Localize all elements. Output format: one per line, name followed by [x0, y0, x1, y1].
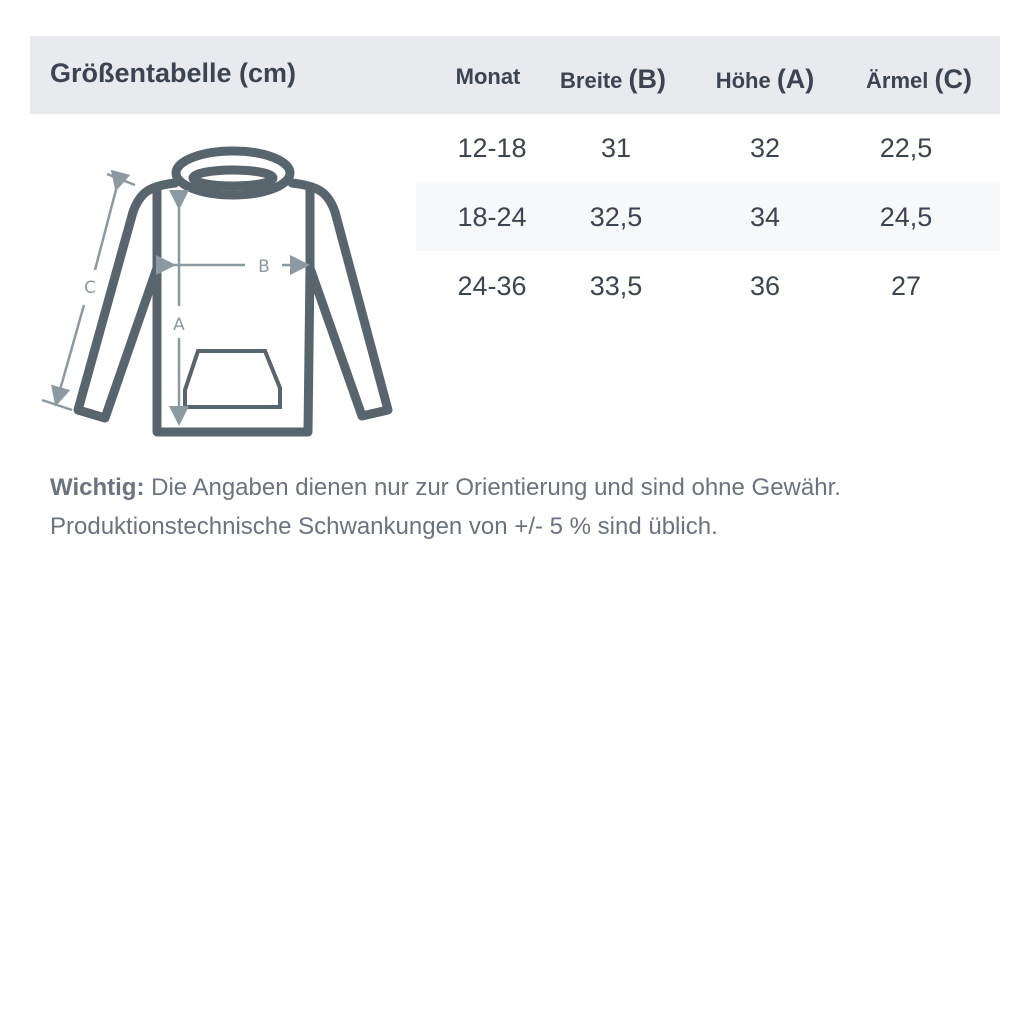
column-header-month: Monat [456, 64, 521, 90]
column-label: Höhe [715, 68, 771, 93]
cell-width: 33,5 [589, 271, 643, 301]
hoodie-diagram: A B C [41, 146, 393, 437]
alt-row-band [416, 183, 1000, 251]
hoodie-outline-icon [73, 146, 393, 437]
cell-month: 12-18 [457, 133, 527, 163]
cell-month: 24-36 [457, 271, 527, 301]
column-header-sleeve: Ärmel (C) [866, 64, 972, 95]
label-b: B [258, 257, 270, 277]
column-letter: (C) [934, 64, 972, 94]
cell-width: 32,5 [589, 202, 643, 232]
column-header-height: Höhe (A) [716, 64, 815, 95]
label-c: C [84, 278, 96, 298]
cell-width: 31 [600, 133, 632, 163]
note-line-1: Die Angaben dienen nur zur Orientierung … [144, 474, 841, 501]
cell-sleeve: 24,5 [879, 202, 933, 232]
label-a: A [173, 315, 185, 335]
cell-sleeve: 27 [890, 271, 922, 301]
cell-height: 36 [749, 271, 781, 301]
cell-height: 34 [749, 202, 781, 232]
column-letter: (B) [628, 64, 666, 94]
disclaimer-note: Wichtig: Die Angaben dienen nur zur Orie… [50, 468, 841, 546]
page-title: Größentabelle (cm) [50, 58, 297, 88]
table-header-band [30, 36, 1000, 114]
cell-month: 18-24 [457, 202, 527, 232]
column-header-width: Breite (B) [560, 64, 666, 95]
cell-height: 32 [749, 133, 781, 163]
column-label: Ärmel [866, 68, 929, 93]
cell-sleeve: 22,5 [879, 133, 933, 163]
column-label: Breite [560, 68, 623, 93]
note-line-2: Produktionstechnische Schwankungen von +… [50, 513, 718, 540]
column-label: Monat [455, 64, 521, 89]
pocket-icon [183, 349, 282, 409]
column-letter: (A) [776, 64, 815, 94]
note-label: Wichtig: [50, 474, 145, 501]
